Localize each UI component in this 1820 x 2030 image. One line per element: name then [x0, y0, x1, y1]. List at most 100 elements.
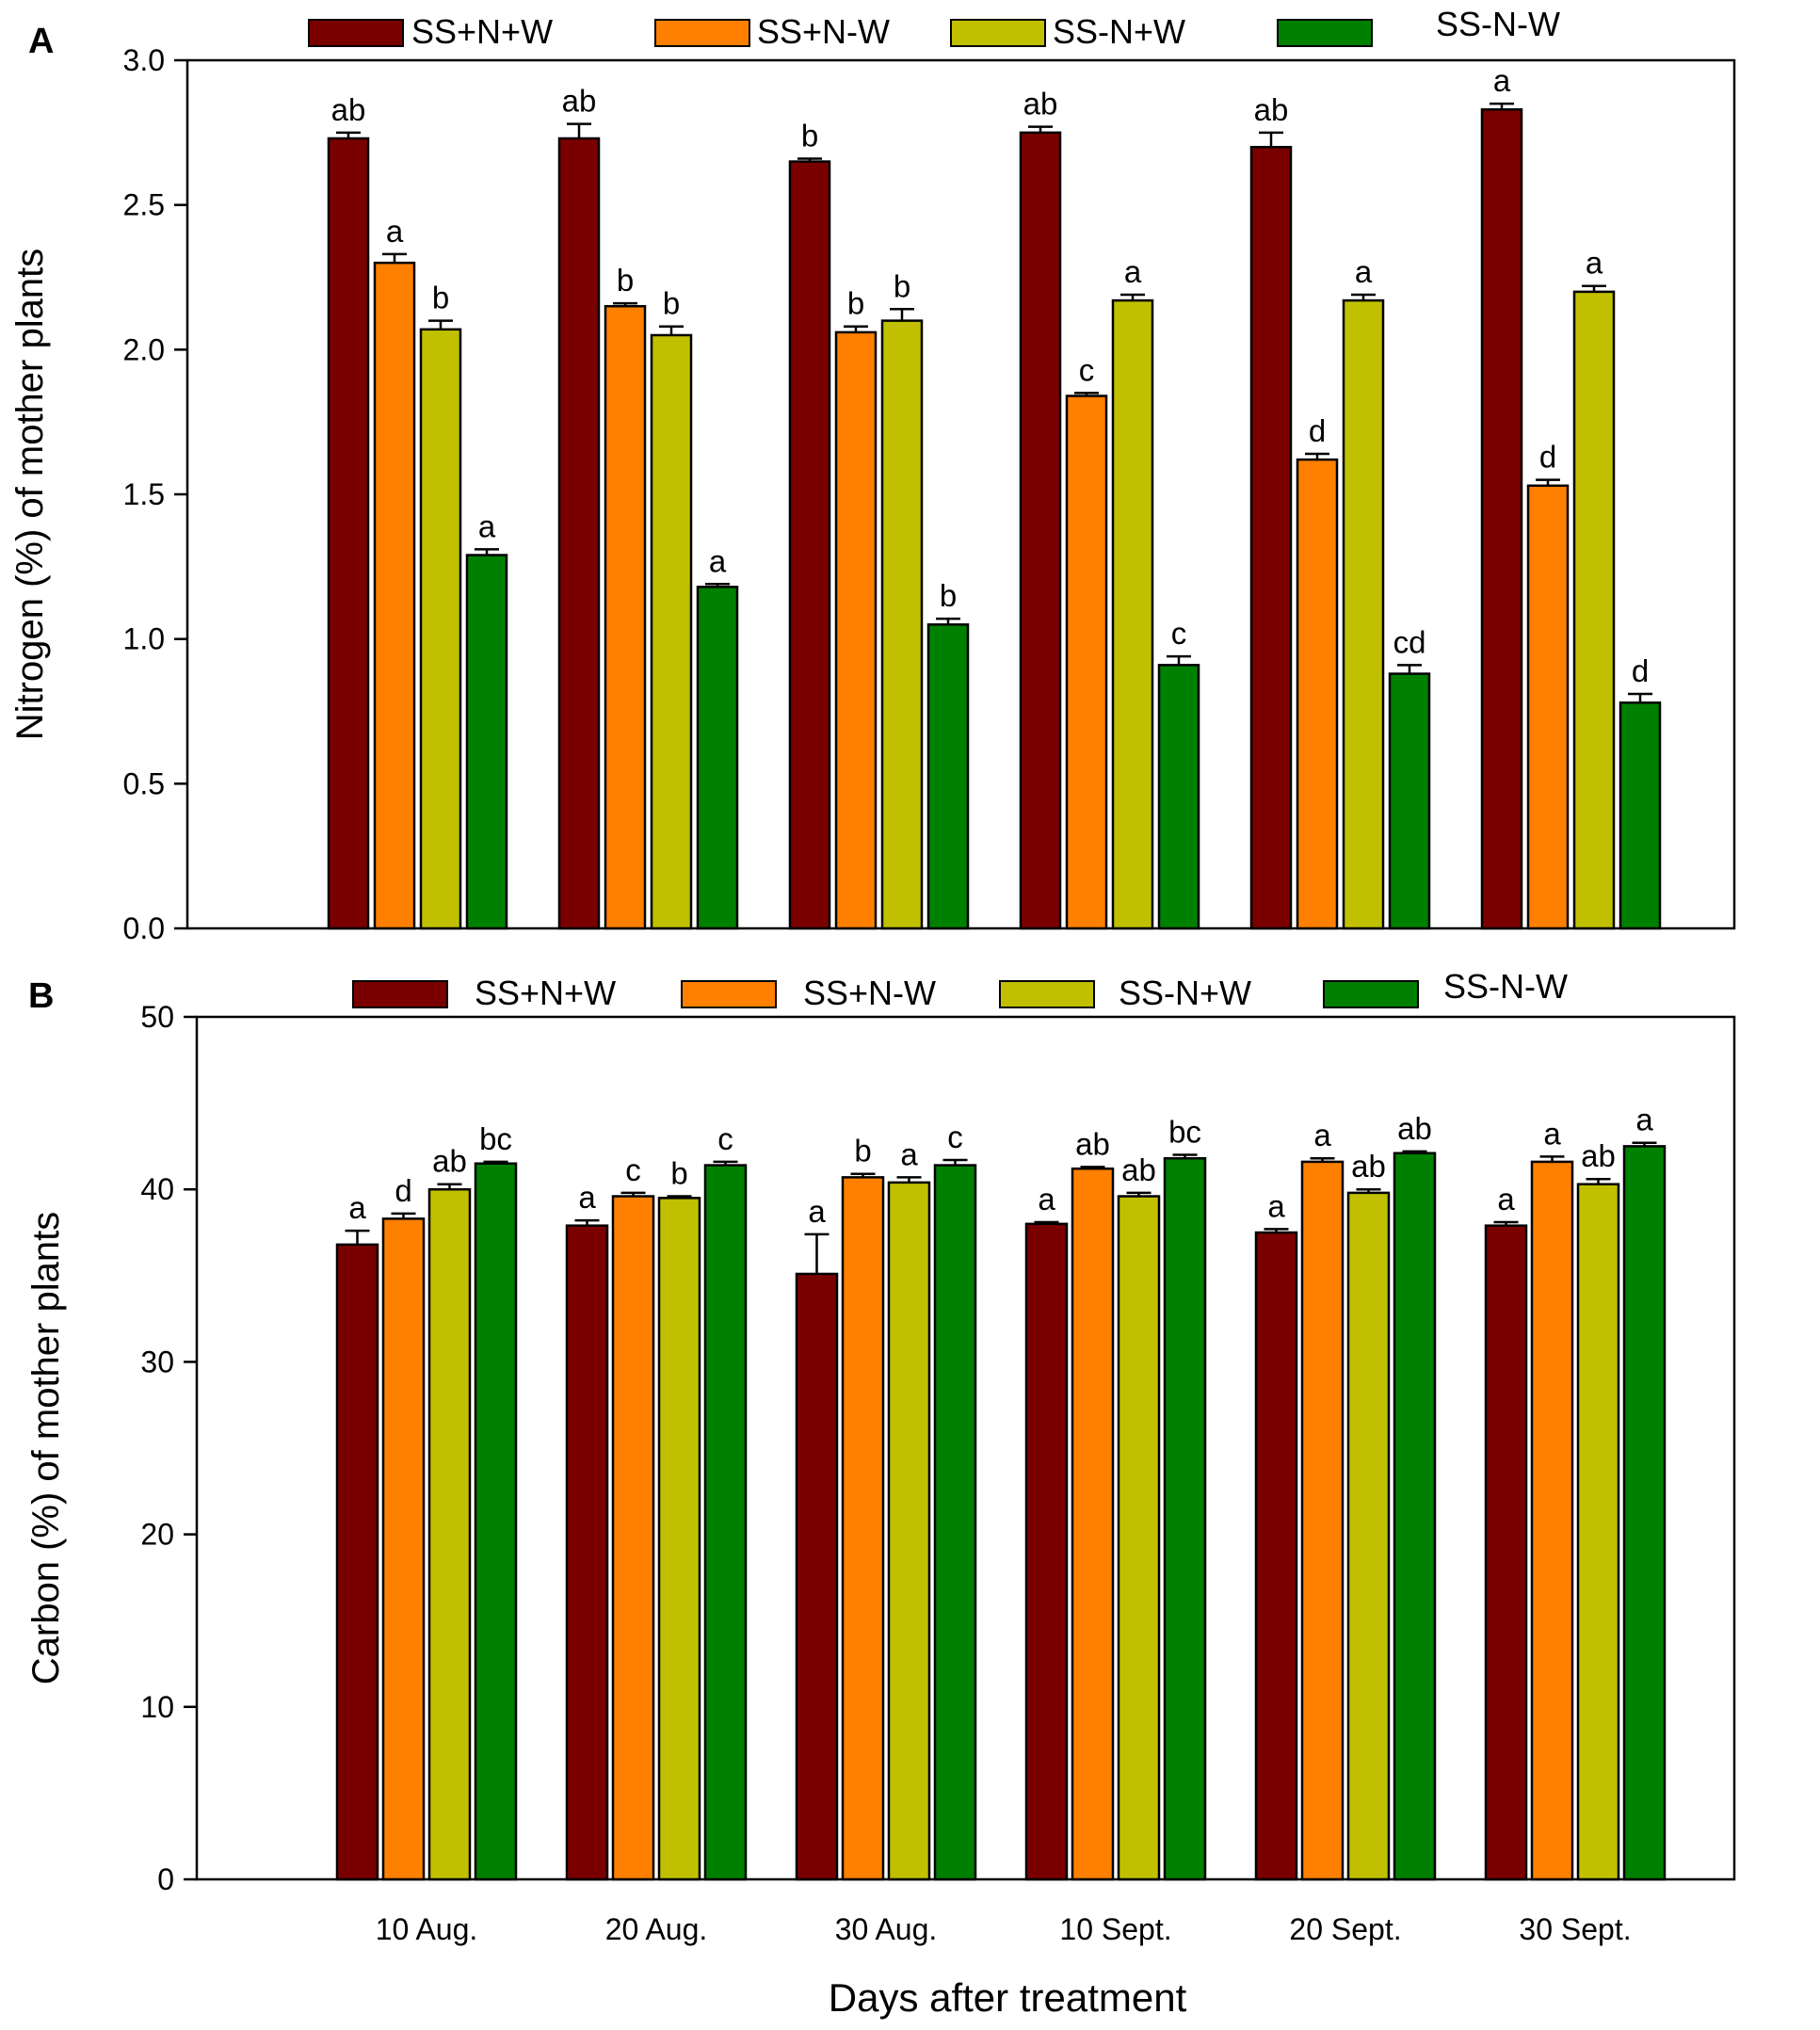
y-tick-label: 0.0	[123, 911, 165, 945]
significance-label: bc	[479, 1121, 512, 1156]
bar-sspnpw-1	[327, 137, 370, 930]
bar-ssmnpw-2	[657, 1197, 701, 1881]
bar-ssmnmw-2	[696, 586, 739, 930]
x-tick-label: 20 Aug.	[605, 1912, 708, 1946]
bar-ssmnmw-5	[1393, 1152, 1437, 1881]
bar-sspnpw-3	[788, 160, 831, 930]
significance-label: ab	[1581, 1138, 1616, 1173]
legend-label-sspnpw: SS+N+W	[475, 974, 616, 1012]
significance-label: c	[947, 1120, 963, 1154]
y-tick-label: 1.0	[123, 622, 165, 656]
bar-ssmnpw-4	[1111, 298, 1154, 930]
significance-label: a	[808, 1194, 826, 1229]
bar-sspnpw-5	[1254, 1231, 1298, 1881]
legend-label-ssmnpw: SS-N+W	[1053, 12, 1185, 51]
bar-sspnpw-4	[1024, 1222, 1069, 1881]
significance-label: a	[1543, 1116, 1561, 1151]
bar-ssmnpw-1	[419, 328, 462, 930]
legend-swatch-sspnmw	[681, 980, 777, 1008]
legend-swatch-ssmnpw	[999, 980, 1095, 1008]
x-tick-label: 10 Aug.	[376, 1912, 478, 1946]
significance-label: c	[717, 1121, 733, 1156]
legend-label-ssmnpw: SS-N+W	[1119, 974, 1251, 1012]
significance-label: a	[1586, 246, 1603, 281]
significance-label: b	[801, 118, 818, 153]
significance-label: ab	[1023, 87, 1058, 121]
bar-sspnmw-6	[1526, 484, 1570, 930]
significance-label: ab	[1351, 1149, 1386, 1184]
x-tick-label: 30 Sept.	[1519, 1912, 1631, 1946]
significance-label: b	[663, 286, 680, 321]
bar-sspnmw-2	[611, 1195, 655, 1881]
legend-swatch-sspnmw	[654, 19, 750, 47]
bar-sspnmw-3	[841, 1176, 885, 1881]
bar-ssmnpw-4	[1117, 1195, 1161, 1881]
bar-ssmnmw-6	[1622, 1145, 1667, 1881]
significance-label: a	[709, 543, 727, 578]
bar-sspnpw-5	[1249, 145, 1293, 930]
panel-b: B SS+N+W SS+N-W SS-N+W SS-N-W 0 10 20 30 40 50 Carb…	[25, 967, 1736, 1946]
bar-sspnpw-2	[565, 1224, 609, 1881]
y-tick-label: 3.0	[123, 43, 165, 77]
bar-sspnmw-5	[1296, 458, 1339, 930]
bar-ssmnmw-2	[703, 1164, 748, 1881]
significance-label: c	[625, 1152, 641, 1187]
bar-sspnmw-5	[1300, 1160, 1345, 1881]
significance-label: ab	[1397, 1111, 1432, 1146]
y-axis-label: Carbon (%) of mother plants	[25, 1212, 67, 1684]
panel-a: A SS+N+W SS+N-W SS-N+W SS-N-W 0.0 0.5 1.0 1.5 2.0…	[9, 5, 1736, 945]
bar-sspnmw-4	[1065, 395, 1108, 930]
significance-label: a	[1124, 254, 1142, 289]
legend-label-sspnpw: SS+N+W	[411, 12, 553, 51]
significance-label: b	[940, 578, 957, 613]
legend-label-ssmnmw: SS-N-W	[1436, 5, 1560, 43]
panel-letter: A	[28, 22, 54, 61]
significance-label: a	[900, 1136, 918, 1171]
significance-label: ab	[432, 1144, 467, 1179]
significance-label: ab	[1075, 1126, 1110, 1161]
bar-ssmnmw-3	[926, 623, 970, 930]
y-tick-label: 2.0	[123, 332, 165, 366]
legend-swatch-ssmnmw	[1323, 980, 1419, 1008]
y-tick-label: 50	[140, 1000, 174, 1034]
bar-sspnmw-1	[381, 1217, 426, 1881]
significance-label: c	[1171, 616, 1187, 651]
panel-letter: B	[28, 976, 54, 1016]
significance-label: bc	[1168, 1115, 1201, 1150]
bar-sspnmw-6	[1530, 1160, 1574, 1881]
bar-sspnpw-4	[1019, 131, 1062, 930]
bar-sspnpw-1	[335, 1243, 379, 1881]
bar-ssmnpw-3	[880, 319, 924, 930]
bar-sspnpw-3	[795, 1272, 839, 1881]
significance-label: ab	[1254, 92, 1289, 127]
significance-label: a	[578, 1180, 596, 1215]
bar-sspnmw-1	[373, 261, 416, 930]
significance-label: a	[1038, 1182, 1055, 1216]
significance-label: d	[395, 1173, 411, 1208]
bar-ssmnpw-5	[1346, 1191, 1391, 1881]
significance-label: a	[386, 214, 404, 249]
significance-label: b	[617, 263, 634, 298]
y-tick-label: 30	[140, 1345, 174, 1378]
y-tick-label: 0	[157, 1862, 174, 1896]
y-axis-label: Nitrogen (%) of mother plants	[9, 249, 51, 740]
bar-ssmnmw-6	[1619, 701, 1662, 930]
bar-sspnmw-2	[604, 304, 647, 930]
x-tick-label: 10 Sept.	[1059, 1912, 1171, 1946]
legend-swatch-sspnpw	[308, 19, 404, 47]
bar-ssmnpw-3	[887, 1181, 931, 1881]
bar-ssmnmw-4	[1163, 1156, 1207, 1881]
bar-ssmnpw-1	[427, 1187, 472, 1881]
y-tick-label: 10	[140, 1690, 174, 1724]
significance-label: cd	[1393, 624, 1426, 659]
significance-label: b	[847, 286, 864, 321]
significance-label: b	[894, 268, 910, 303]
bar-sspnpw-6	[1484, 1224, 1528, 1881]
y-tick-label: 20	[140, 1518, 174, 1552]
significance-label: b	[854, 1134, 871, 1168]
significance-label: a	[1497, 1182, 1515, 1216]
bar-ssmnmw-3	[933, 1164, 977, 1881]
legend-label-sspnmw: SS+N-W	[803, 974, 936, 1012]
y-tick-label: 40	[140, 1172, 174, 1206]
bar-sspnpw-2	[557, 137, 601, 930]
